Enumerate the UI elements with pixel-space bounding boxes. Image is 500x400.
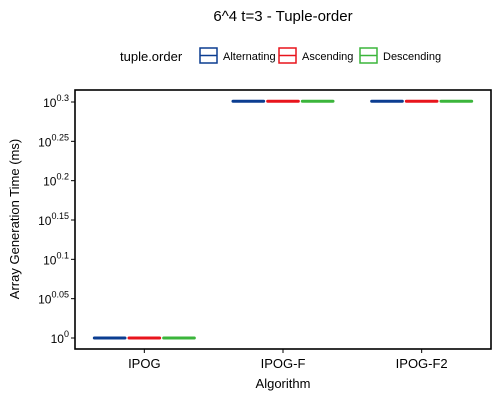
legend-label-alternating: Alternating <box>223 51 276 63</box>
y-axis: 100 100.05 100.1 100.15 100.2 100.25 100.3 <box>38 93 75 346</box>
chart-title: 6^4 t=3 - Tuple-order <box>213 8 352 25</box>
y-tick-label-5: 100.25 <box>38 132 69 149</box>
legend-label-descending: Descending <box>383 51 441 63</box>
legend-item-descending: Descending <box>359 47 441 64</box>
legend-label-ascending: Ascending <box>302 51 353 63</box>
y-tick-label-3: 100.15 <box>38 211 69 228</box>
legend-item-ascending: Ascending <box>278 47 353 64</box>
y-axis-label: Array Generation Time (ms) <box>7 139 22 299</box>
y-tick-label-4: 100.2 <box>43 172 69 189</box>
x-axis-label: Algorithm <box>256 376 311 391</box>
legend-item-alternating: Alternating <box>199 47 276 64</box>
legend: tuple.order Alternating Ascending Descendi… <box>120 47 441 64</box>
y-tick-label-0: 100 <box>51 329 69 346</box>
x-tick-label-ipog: IPOG <box>128 356 161 371</box>
x-tick-label-ipog-f2: IPOG-F2 <box>396 356 448 371</box>
y-tick-label-1: 100.05 <box>38 290 69 307</box>
legend-title: tuple.order <box>120 49 183 64</box>
x-axis: IPOG IPOG-F IPOG-F2 <box>128 349 448 371</box>
y-tick-label-2: 100.1 <box>43 250 69 267</box>
plot-panel <box>74 89 492 350</box>
y-tick-label-6: 100.3 <box>43 93 69 110</box>
x-tick-label-ipog-f: IPOG-F <box>261 356 306 371</box>
